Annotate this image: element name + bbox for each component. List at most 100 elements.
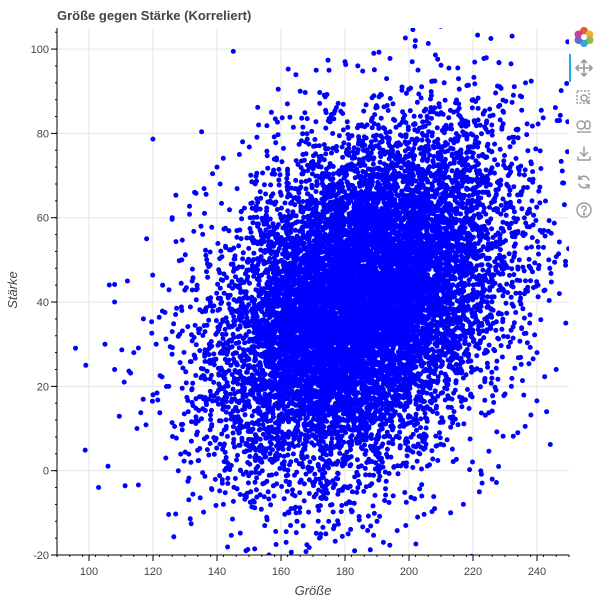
- reset-icon[interactable]: [573, 171, 595, 193]
- scatter-point: [544, 409, 549, 414]
- scatter-point: [458, 114, 463, 119]
- scatter-point: [298, 89, 303, 94]
- scatter-point: [448, 510, 453, 515]
- wheel-zoom-icon[interactable]: [573, 115, 595, 137]
- scatter-point: [506, 173, 511, 178]
- scatter-point: [323, 531, 328, 536]
- scatter-point: [199, 224, 204, 229]
- scatter-point: [371, 51, 376, 56]
- scatter-point: [471, 97, 476, 102]
- scatter-point: [227, 464, 232, 469]
- scatter-point: [487, 148, 492, 153]
- scatter-point: [307, 300, 312, 305]
- scatter-point: [247, 329, 252, 334]
- scatter-point: [477, 489, 482, 494]
- scatter-point: [538, 228, 543, 233]
- scatter-point: [362, 359, 367, 364]
- scatter-point: [237, 152, 242, 157]
- scatter-point: [208, 295, 213, 300]
- scatter-point: [429, 93, 434, 98]
- scatter-point: [346, 531, 351, 536]
- scatter-point: [240, 139, 245, 144]
- scatter-point: [413, 38, 418, 43]
- y-tick-label: 80: [37, 128, 49, 140]
- scatter-point: [269, 110, 274, 115]
- x-tick-label: 200: [400, 566, 418, 578]
- scatter-point: [461, 502, 466, 507]
- scatter-point: [112, 300, 117, 305]
- scatter-point: [179, 257, 184, 262]
- scatter-point: [192, 190, 197, 195]
- scatter-point: [496, 464, 501, 469]
- scatter-point: [394, 173, 399, 178]
- y-axis-label: Stärke: [5, 271, 20, 309]
- scatter-point: [170, 215, 175, 220]
- active-tool-indicator: [569, 54, 571, 82]
- scatter-point: [400, 418, 405, 423]
- scatter-point: [403, 523, 408, 528]
- box-zoom-icon[interactable]: [573, 87, 595, 109]
- scatter-point: [135, 426, 140, 431]
- scatter-point: [259, 460, 264, 465]
- chart-title: Größe gegen Stärke (Korreliert): [57, 8, 251, 23]
- y-tick-label: 60: [37, 213, 49, 225]
- pan-icon[interactable]: [573, 57, 595, 79]
- scatter-point: [96, 485, 101, 490]
- scatter-point: [439, 266, 444, 271]
- scatter-point: [170, 329, 175, 334]
- scatter-point: [327, 68, 332, 73]
- x-tick-label: 160: [272, 566, 290, 578]
- scatter-point: [221, 502, 226, 507]
- scatter-point: [295, 519, 300, 524]
- y-tick-label: 0: [43, 466, 49, 478]
- x-tick-label: 140: [208, 566, 226, 578]
- scatter-point: [144, 236, 149, 241]
- scatter-point: [275, 249, 280, 254]
- scatter-point: [336, 342, 341, 347]
- chart-toolbar: [569, 22, 599, 262]
- x-tick-label: 180: [336, 566, 354, 578]
- scatter-point: [499, 127, 504, 132]
- x-axis-label: Größe: [295, 583, 332, 598]
- save-icon[interactable]: [573, 143, 595, 165]
- scatter-point: [189, 439, 194, 444]
- scatter-point: [160, 283, 165, 288]
- x-tick-label: 120: [144, 566, 162, 578]
- scatter-point: [279, 215, 284, 220]
- scatter-point: [509, 384, 514, 389]
- scatter-point: [304, 422, 309, 427]
- x-tick-label: 220: [464, 566, 482, 578]
- scatter-point: [103, 342, 108, 347]
- scatter-point: [333, 279, 338, 284]
- scatter-point: [151, 392, 156, 397]
- scatter-point: [125, 279, 130, 284]
- scatter-point: [528, 266, 533, 271]
- scatter-point: [355, 63, 360, 68]
- scatter-point: [231, 262, 236, 267]
- scatter-point: [154, 342, 159, 347]
- y-tick-label: -20: [33, 550, 49, 562]
- scatter-point: [314, 68, 319, 73]
- scatter-point: [451, 321, 456, 326]
- bokeh-logo[interactable]: [573, 26, 595, 48]
- y-tick-label: 20: [37, 381, 49, 393]
- scatter-point: [266, 489, 271, 494]
- scatter-point: [563, 321, 568, 326]
- scatter-point: [432, 506, 437, 511]
- x-tick-label: 240: [528, 566, 546, 578]
- scatter-point: [131, 350, 136, 355]
- scatter-point: [515, 430, 520, 435]
- scatter-point: [525, 211, 530, 216]
- scatter-point: [391, 101, 396, 106]
- scatter-point: [419, 494, 424, 499]
- scatter-point: [467, 232, 472, 237]
- scatter-point: [480, 152, 485, 157]
- scatter-point: [179, 308, 184, 313]
- help-icon[interactable]: [573, 199, 595, 221]
- scatter-point: [141, 316, 146, 321]
- scatter-point: [365, 236, 370, 241]
- x-tick-label: 100: [80, 566, 98, 578]
- scatter-point: [423, 194, 428, 199]
- scatter-point: [186, 409, 191, 414]
